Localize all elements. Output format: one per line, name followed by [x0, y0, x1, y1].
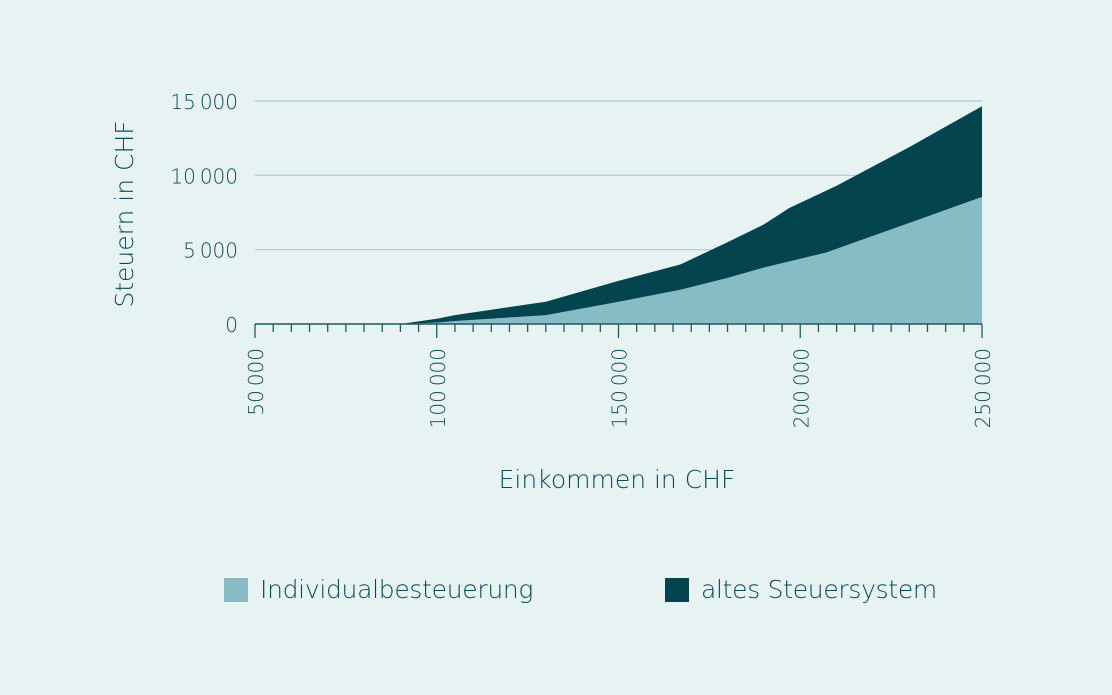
legend-swatch-light: [224, 577, 248, 602]
x-tick-label: 200 000: [789, 348, 813, 428]
x-tick-label: 50 000: [244, 348, 268, 416]
legend-swatch-dark: [665, 577, 689, 602]
legend-label: Individualbesteuerung: [260, 575, 534, 604]
y-tick-label: 15 000: [170, 90, 238, 114]
y-axis-title: Steuern in CHF: [110, 120, 139, 307]
y-tick-label: 10 000: [170, 164, 238, 188]
legend-item-individualbesteuerung: Individualbesteuerung: [224, 575, 533, 604]
area-individualbesteuerung: [255, 196, 982, 324]
x-axis: 50 000 100 000 150 000 200 000 250 000: [244, 323, 995, 428]
x-axis-title: Einkommen in CHF: [499, 465, 736, 494]
x-tick-label: 150 000: [608, 348, 632, 428]
legend: Individualbesteuerung altes Steuersystem: [0, 575, 1112, 611]
x-tick-label: 100 000: [426, 348, 450, 428]
legend-label: altes Steuersystem: [701, 575, 937, 604]
legend-item-altes-steuersystem: altes Steuersystem: [665, 575, 937, 604]
y-tick-label: 0: [225, 313, 238, 337]
area-chart: 50 000 100 000 150 000 200 000 250 000 0 5 00…: [110, 90, 995, 494]
y-tick-label: 5 000: [183, 239, 238, 263]
y-axis: 0 5 000 10 000 15 000: [170, 90, 238, 337]
plot-areas: [255, 106, 982, 324]
x-tick-label: 250 000: [971, 348, 995, 428]
